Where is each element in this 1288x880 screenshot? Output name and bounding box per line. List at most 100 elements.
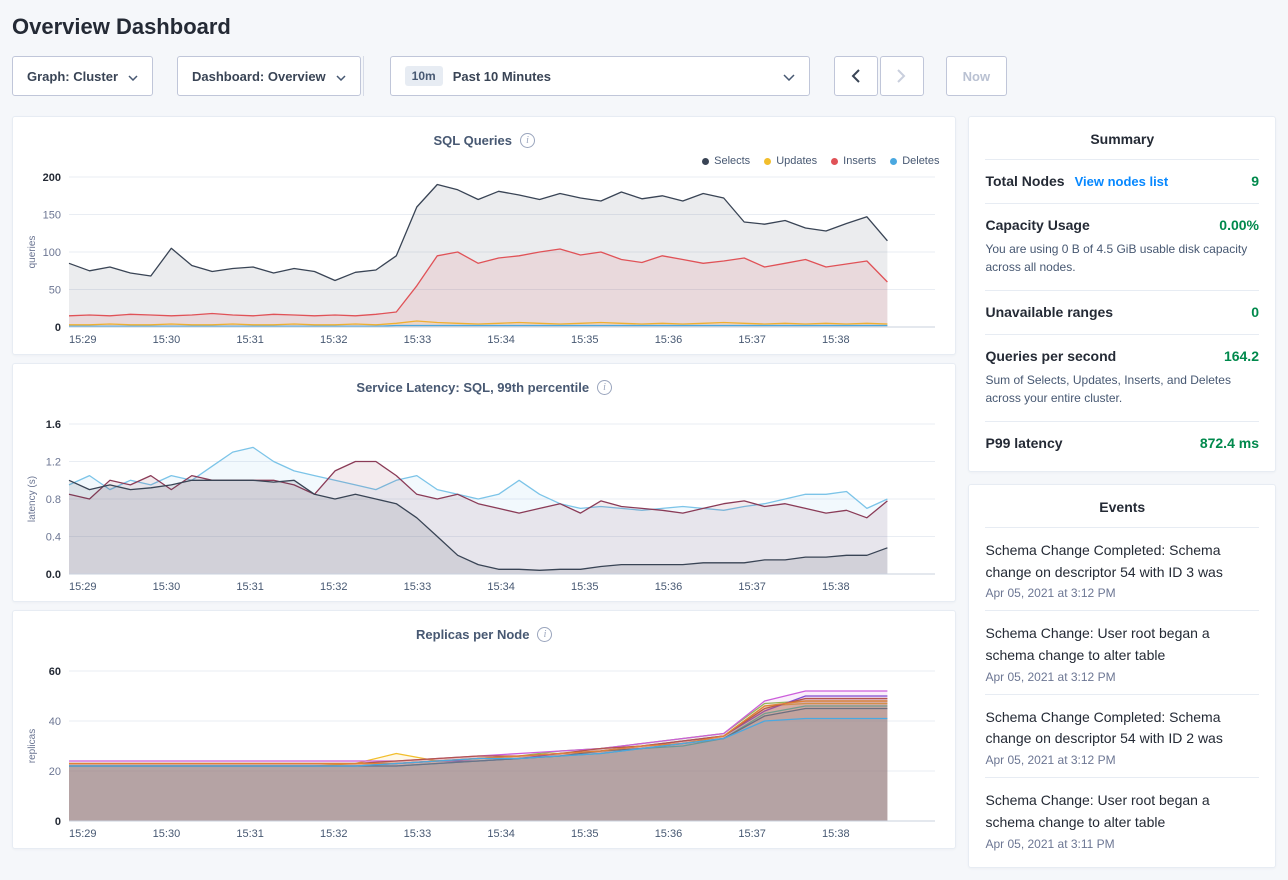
svg-text:15:37: 15:37 bbox=[738, 828, 766, 840]
svg-text:15:36: 15:36 bbox=[655, 334, 683, 346]
legend-label: Updates bbox=[776, 155, 818, 167]
svg-text:15:38: 15:38 bbox=[822, 828, 850, 840]
summary-title: Summary bbox=[985, 131, 1259, 160]
legend-dot bbox=[702, 157, 710, 165]
svg-text:0: 0 bbox=[55, 322, 61, 334]
summary-row-description: You are using 0 B of 4.5 GiB usable disk… bbox=[985, 242, 1248, 274]
time-range-label: Past 10 Minutes bbox=[452, 68, 551, 84]
svg-text:15:31: 15:31 bbox=[236, 334, 264, 346]
svg-text:15:35: 15:35 bbox=[571, 334, 599, 346]
svg-text:15:34: 15:34 bbox=[487, 334, 515, 346]
service-latency-chart[interactable]: 0.0 0.4 0.8 1.2 1.6 15:29 15:30 15:31 15:32 15:33… bbox=[25, 416, 943, 594]
svg-text:15:29: 15:29 bbox=[69, 828, 97, 840]
svg-text:40: 40 bbox=[49, 716, 61, 728]
svg-text:15:33: 15:33 bbox=[404, 581, 432, 593]
svg-text:0.8: 0.8 bbox=[46, 494, 61, 506]
summary-row-description: Sum of Selects, Updates, Inserts, and De… bbox=[985, 373, 1231, 405]
event-text: Schema Change Completed: Schema change o… bbox=[985, 542, 1223, 580]
time-next-button[interactable] bbox=[879, 56, 924, 96]
svg-text:15:34: 15:34 bbox=[487, 581, 515, 593]
summary-row: Unavailable ranges 0 bbox=[985, 291, 1259, 335]
events-title: Events bbox=[985, 499, 1259, 528]
svg-text:15:29: 15:29 bbox=[69, 581, 97, 593]
event-timestamp: Apr 05, 2021 at 3:12 PM bbox=[985, 753, 1116, 768]
chart-card-sql-queries: SQL Queries i Selects Updates Inserts Delet… bbox=[12, 116, 957, 355]
graph-dropdown[interactable]: Graph: Cluster bbox=[12, 56, 154, 96]
summary-row-label: P99 latency bbox=[985, 435, 1063, 451]
chart-legend: Selects Updates Inserts Deletes bbox=[702, 155, 939, 167]
event-item[interactable]: Schema Change Completed: Schema change o… bbox=[985, 528, 1259, 612]
legend-item-inserts[interactable]: Inserts bbox=[831, 155, 876, 167]
svg-text:1.2: 1.2 bbox=[46, 457, 61, 469]
chart-title: SQL Queries bbox=[433, 133, 512, 148]
time-range-picker[interactable]: 10m Past 10 Minutes bbox=[389, 56, 810, 96]
chevron-right-icon bbox=[897, 69, 906, 83]
svg-text:150: 150 bbox=[43, 210, 61, 222]
summary-row: P99 latency 872.4 ms bbox=[985, 422, 1259, 465]
legend-dot bbox=[764, 157, 772, 165]
time-prev-button[interactable] bbox=[833, 56, 878, 96]
legend-item-deletes[interactable]: Deletes bbox=[890, 155, 939, 167]
legend-label: Inserts bbox=[843, 155, 877, 167]
chevron-down-icon bbox=[783, 69, 795, 84]
page-title: Overview Dashboard bbox=[12, 14, 231, 39]
charts-column: SQL Queries i Selects Updates Inserts Delet… bbox=[12, 116, 957, 857]
svg-text:15:32: 15:32 bbox=[320, 581, 348, 593]
svg-text:15:31: 15:31 bbox=[236, 828, 264, 840]
svg-text:200: 200 bbox=[43, 172, 61, 184]
svg-text:15:33: 15:33 bbox=[404, 334, 432, 346]
chart-title: Replicas per Node bbox=[416, 627, 530, 642]
svg-text:0: 0 bbox=[55, 816, 61, 828]
info-icon[interactable]: i bbox=[537, 627, 553, 642]
dashboard-dropdown[interactable]: Dashboard: Overview bbox=[177, 56, 361, 96]
legend-item-updates[interactable]: Updates bbox=[764, 155, 817, 167]
events-list: Schema Change Completed: Schema change o… bbox=[985, 528, 1259, 861]
summary-row-value: 9 bbox=[1251, 173, 1259, 189]
svg-text:15:36: 15:36 bbox=[655, 581, 683, 593]
chart-head: Replicas per Node i bbox=[25, 621, 943, 663]
svg-text:15:36: 15:36 bbox=[655, 828, 683, 840]
now-button[interactable]: Now bbox=[945, 56, 1008, 96]
info-icon[interactable]: i bbox=[597, 380, 613, 395]
svg-text:15:30: 15:30 bbox=[153, 828, 181, 840]
svg-text:latency (s): latency (s) bbox=[27, 476, 38, 522]
legend-label: Deletes bbox=[902, 155, 940, 167]
summary-row-value: 0 bbox=[1251, 304, 1259, 320]
chart-card-service-latency: Service Latency: SQL, 99th percentile i … bbox=[12, 363, 957, 602]
summary-row: Queries per second 164.2 Sum of Selects, U… bbox=[985, 335, 1259, 422]
svg-text:0.4: 0.4 bbox=[46, 532, 61, 544]
svg-text:15:37: 15:37 bbox=[738, 334, 766, 346]
event-item[interactable]: Schema Change Completed: Schema change o… bbox=[985, 695, 1259, 779]
info-icon[interactable]: i bbox=[520, 133, 535, 148]
toolbar: Graph: Cluster Dashboard: Overview 10m P… bbox=[12, 56, 1276, 96]
svg-text:15:34: 15:34 bbox=[487, 828, 515, 840]
event-timestamp: Apr 05, 2021 at 3:11 PM bbox=[985, 836, 1115, 851]
events-card: Events Schema Change Completed: Schema c… bbox=[968, 484, 1276, 868]
svg-text:15:30: 15:30 bbox=[153, 334, 181, 346]
sidebar: Summary Total Nodes View nodes list 9 Capac… bbox=[968, 116, 1276, 880]
view-nodes-list-link[interactable]: View nodes list bbox=[1074, 174, 1169, 189]
svg-text:replicas: replicas bbox=[27, 729, 38, 763]
summary-row: Capacity Usage 0.00% You are using 0 B of … bbox=[985, 204, 1259, 291]
chart-head: Service Latency: SQL, 99th percentile i bbox=[25, 374, 943, 416]
replicas-per-node-chart[interactable]: 0 20 40 60 15:29 15:30 15:31 15:32 15:33 15:34 15:… bbox=[25, 663, 943, 841]
legend-dot bbox=[831, 157, 839, 165]
legend-dot bbox=[890, 157, 898, 165]
svg-text:15:38: 15:38 bbox=[822, 334, 850, 346]
chart-head: SQL Queries i Selects Updates Inserts Delet… bbox=[25, 127, 943, 169]
chevron-down-icon bbox=[336, 69, 346, 84]
summary-row-label: Capacity Usage bbox=[985, 217, 1090, 233]
legend-item-selects[interactable]: Selects bbox=[702, 155, 750, 167]
content: SQL Queries i Selects Updates Inserts Delet… bbox=[12, 116, 1276, 880]
event-item[interactable]: Schema Change: User root began a schema … bbox=[985, 778, 1259, 860]
summary-rows: Total Nodes View nodes list 9 Capacity Usag… bbox=[985, 160, 1259, 465]
chevron-down-icon bbox=[128, 69, 138, 84]
svg-text:queries: queries bbox=[27, 236, 38, 269]
sql-queries-chart[interactable]: 0 50 100 150 200 15:29 15:30 15:31 15:32 15:33 15:… bbox=[25, 169, 943, 347]
legend-label: Selects bbox=[714, 155, 751, 167]
summary-row-label: Total Nodes bbox=[985, 173, 1065, 189]
svg-text:50: 50 bbox=[49, 285, 61, 297]
event-item[interactable]: Schema Change: User root began a schema … bbox=[985, 611, 1259, 695]
time-range-badge: 10m bbox=[404, 66, 443, 86]
